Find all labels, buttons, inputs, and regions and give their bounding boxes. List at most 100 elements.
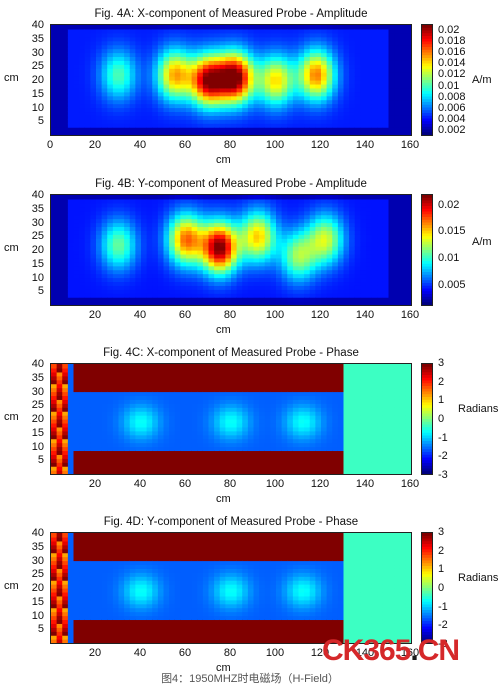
heatmap-cell [405, 257, 411, 263]
heatmap-cell [141, 371, 148, 377]
heatmap-cell [399, 293, 406, 298]
heatmap-cell [366, 261, 373, 267]
heatmap-cell [112, 250, 120, 255]
heatmap-cell [287, 103, 294, 109]
heatmap-cell [309, 293, 316, 298]
heatmap-cell [163, 277, 170, 283]
heatmap-cell [146, 52, 153, 58]
heatmap-cell [247, 195, 255, 200]
heatmap-cell [73, 442, 80, 448]
heatmap-cell [67, 222, 75, 228]
heatmap-cell [51, 375, 58, 381]
heatmap-cell [118, 253, 125, 259]
heatmap-cell [264, 127, 271, 132]
heatmap-cell [152, 387, 159, 393]
heatmap-cell [366, 56, 373, 61]
heatmap-cell [270, 442, 277, 448]
colorbar-segment [422, 52, 432, 56]
heatmap-cell [219, 80, 226, 85]
heatmap-cell [394, 25, 401, 30]
heatmap-cell [129, 206, 136, 212]
heatmap-cell [219, 76, 226, 81]
heatmap-cell [51, 391, 58, 397]
heatmap-cell [292, 25, 300, 30]
heatmap-cell [101, 119, 108, 124]
heatmap-cell [180, 391, 187, 397]
heatmap-cell [281, 202, 288, 208]
heatmap-cell [56, 68, 63, 73]
heatmap-cell [90, 466, 97, 471]
heatmap-cell [287, 25, 294, 30]
heatmap-cell [107, 210, 114, 216]
heatmap-cell [141, 48, 148, 54]
heatmap-cell [174, 273, 181, 279]
heatmap-cell [236, 466, 243, 471]
heatmap-cell [62, 210, 69, 216]
heatmap-cell [405, 273, 411, 279]
heatmap-cell [73, 273, 80, 279]
heatmap-cell [382, 198, 390, 204]
heatmap-cell [259, 450, 266, 455]
heatmap-cell [276, 52, 283, 58]
heatmap-cell [169, 301, 176, 305]
heatmap-cell [118, 210, 125, 216]
heatmap-cell [214, 131, 221, 135]
heatmap-cell [377, 127, 384, 132]
heatmap-cell [135, 103, 142, 109]
heatmap-cell [214, 52, 221, 58]
heatmap-cell [118, 28, 125, 34]
heatmap-cell [90, 91, 97, 97]
colorbar-segment [422, 85, 432, 89]
heatmap-cell [332, 265, 339, 271]
heatmap-cell [146, 434, 153, 440]
heatmap-cell [276, 301, 283, 305]
heatmap-cell [247, 442, 255, 448]
heatmap-cell [304, 466, 311, 471]
heatmap-cell [281, 52, 288, 58]
heatmap-cell [146, 242, 153, 247]
heatmap-cell [394, 80, 401, 85]
heatmap-cell [405, 218, 411, 224]
heatmap-cell [191, 91, 198, 97]
heatmap-cell [298, 72, 305, 77]
heatmap-cell [242, 202, 249, 208]
heatmap-cell [152, 83, 159, 89]
heatmap-cell [309, 195, 316, 200]
heatmap-cell [197, 103, 204, 109]
heatmap-cell [56, 273, 63, 279]
heatmap-cell [394, 289, 401, 294]
heatmap-cell [270, 107, 277, 113]
heatmap-cell [321, 301, 328, 305]
heatmap-cell [287, 261, 294, 267]
heatmap-cell [101, 454, 108, 459]
heatmap-cell [73, 202, 80, 208]
heatmap-cell [214, 426, 221, 432]
heatmap-cell [219, 238, 226, 243]
heatmap-cell [332, 127, 339, 132]
heatmap-cell [292, 430, 300, 436]
heatmap-cell [371, 206, 378, 212]
heatmap-cell [281, 83, 288, 89]
heatmap-cell [174, 218, 181, 224]
heatmap-cell [253, 434, 260, 440]
heatmap-cell [107, 422, 114, 428]
heatmap-cell [73, 32, 80, 38]
heatmap-cell [214, 438, 221, 444]
heatmap-cell [90, 80, 97, 85]
heatmap-cell [242, 470, 249, 474]
heatmap-cell [202, 250, 210, 255]
heatmap-cell [135, 458, 142, 463]
heatmap-cell [236, 52, 243, 58]
heatmap-cell [180, 195, 187, 200]
heatmap-cell [90, 470, 97, 474]
heatmap-cell [388, 32, 395, 38]
heatmap-cell [101, 281, 108, 286]
heatmap-cell [382, 48, 390, 54]
heatmap-cell [51, 115, 58, 120]
heatmap-cell [174, 265, 181, 271]
heatmap-cell [191, 403, 198, 408]
heatmap-cell [73, 458, 80, 463]
heatmap-cell [107, 214, 114, 220]
heatmap-cell [276, 265, 283, 271]
heatmap-cell [247, 285, 255, 290]
